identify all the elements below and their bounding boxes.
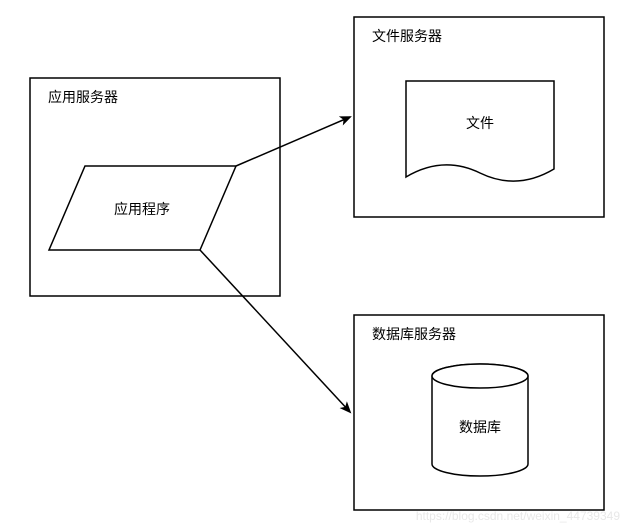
file-document-label: 文件 — [466, 115, 494, 131]
db-server-label: 数据库服务器 — [372, 326, 456, 342]
database-label: 数据库 — [459, 419, 501, 435]
watermark-text: https://blog.csdn.net/weixin_44739349 — [416, 509, 620, 523]
app-server-label: 应用服务器 — [48, 89, 118, 105]
architecture-diagram: 应用服务器 应用程序 文件服务器 文件 数据库服务器 数据库 https://b… — [0, 0, 633, 528]
file-document-shape — [406, 81, 554, 181]
app-program-label: 应用程序 — [114, 201, 170, 217]
file-server-label: 文件服务器 — [372, 28, 442, 44]
